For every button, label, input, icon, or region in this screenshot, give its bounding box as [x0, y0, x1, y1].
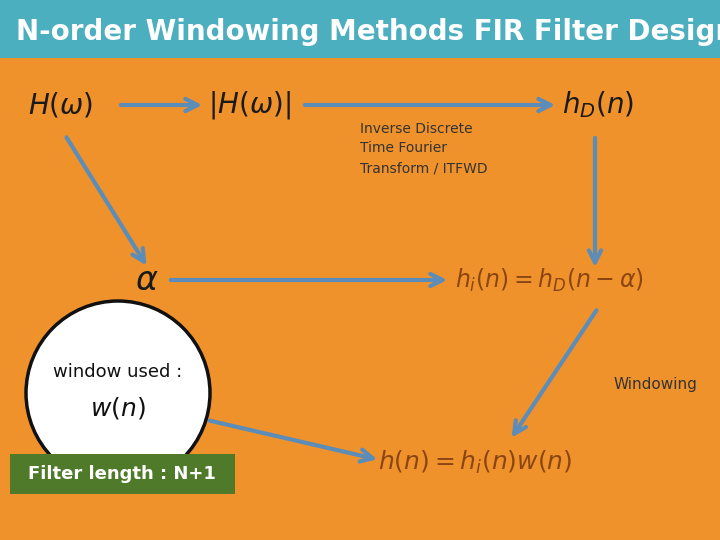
Bar — [10, 454, 235, 494]
Text: $h(n)=h_i(n)w(n)$: $h(n)=h_i(n)w(n)$ — [378, 448, 572, 476]
Text: $H(\omega)$: $H(\omega)$ — [28, 91, 94, 119]
Text: Inverse Discrete
Time Fourier
Transform / ITFWD: Inverse Discrete Time Fourier Transform … — [360, 122, 487, 175]
Text: $w(n)$: $w(n)$ — [90, 395, 146, 421]
Circle shape — [26, 301, 210, 485]
Text: Filter length : N+1: Filter length : N+1 — [28, 465, 216, 483]
Text: $h_i(n)=h_D(n-\alpha)$: $h_i(n)=h_D(n-\alpha)$ — [455, 266, 644, 294]
Text: $h_D(n)$: $h_D(n)$ — [562, 90, 634, 120]
Text: Windowing: Windowing — [614, 377, 698, 393]
Text: $\alpha$: $\alpha$ — [135, 264, 158, 296]
Text: window used :: window used : — [53, 363, 183, 381]
Text: $|H(\omega)|$: $|H(\omega)|$ — [208, 89, 291, 121]
Bar — [0, 0, 720, 58]
Text: N-order Windowing Methods FIR Filter Design: N-order Windowing Methods FIR Filter Des… — [16, 18, 720, 46]
